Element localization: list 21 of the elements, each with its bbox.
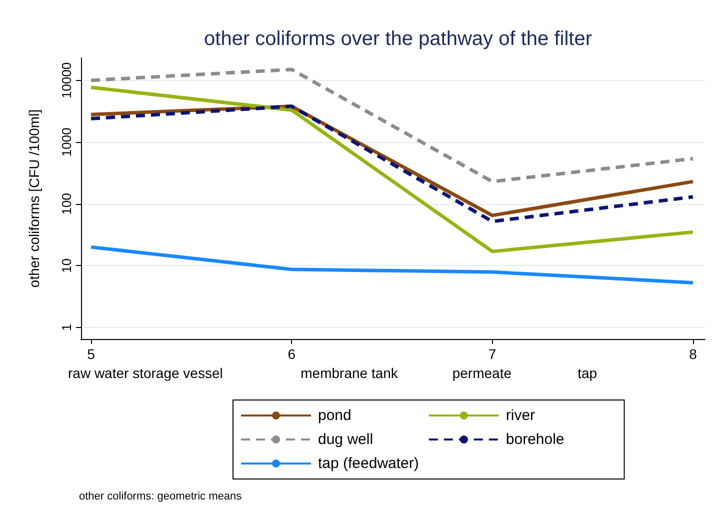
text: other coliforms: geometric means	[79, 490, 242, 502]
legend-label: pond	[318, 407, 352, 424]
legend-label: tap (feedwater)	[318, 455, 419, 472]
x-tick-label: 6	[288, 346, 296, 362]
x-tick-label: 5	[87, 346, 96, 362]
chart-title: other coliforms over the pathway of the filter	[204, 28, 592, 50]
x-axis-title: raw water storage vessel membrane tank permeate tap	[68, 365, 598, 381]
line-series	[89, 68, 695, 184]
y-tick-label: 1	[59, 324, 74, 332]
y-tick-label: 10000	[59, 62, 74, 98]
legend-label: dug well	[318, 431, 374, 448]
line-series	[89, 245, 695, 284]
y-tick-label: 10	[59, 258, 74, 273]
x-tick-label: 8	[689, 346, 698, 362]
legend-label: borehole	[506, 431, 564, 448]
y-tick-label: 100	[59, 193, 74, 215]
line-series	[89, 86, 695, 254]
y-axis-title: other coliforms [CFU /100ml]	[26, 109, 42, 288]
legend-label: river	[506, 407, 536, 424]
x-tick-label: 7	[488, 346, 496, 362]
y-tick-label: 1000	[59, 128, 74, 157]
